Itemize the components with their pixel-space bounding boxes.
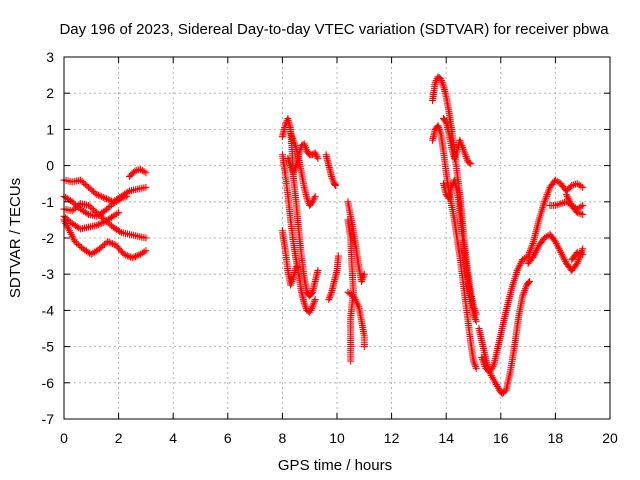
x-tick-label: 12 — [384, 430, 400, 446]
x-tick-label: 10 — [329, 430, 345, 446]
y-axis-label: SDTVAR / TECUs — [7, 178, 24, 298]
y-tick-label: -6 — [42, 375, 55, 391]
x-tick-label: 14 — [438, 430, 454, 446]
x-tick-label: 4 — [169, 430, 177, 446]
y-tick-label: 3 — [46, 49, 54, 65]
y-tick-label: -4 — [42, 302, 55, 318]
y-tick-label: 2 — [46, 85, 54, 101]
data-points — [60, 73, 587, 398]
series-markers — [325, 252, 342, 304]
y-tick-label: -2 — [42, 230, 55, 246]
series-markers — [60, 192, 131, 220]
x-tick-label: 0 — [60, 430, 68, 446]
series-arc-f4 — [562, 191, 587, 213]
chart-title: Day 196 of 2023, Sidereal Day-to-day VTE… — [59, 21, 609, 38]
series-arc-d3 — [439, 176, 480, 325]
x-tick-label: 20 — [602, 430, 618, 446]
series-arc-a6 — [126, 165, 150, 180]
series-markers — [519, 176, 587, 264]
series-arc-b2 — [278, 151, 319, 316]
series-arc-c2 — [344, 216, 357, 365]
x-tick-label: 8 — [279, 430, 287, 446]
series-markers — [322, 151, 340, 190]
x-tick-label: 6 — [224, 430, 232, 446]
series-arc-e1 — [475, 277, 533, 398]
series-arc-a2 — [60, 192, 131, 220]
series-arc-f2 — [524, 230, 587, 275]
y-tick-label: -1 — [42, 194, 55, 210]
series-arc-b3 — [278, 227, 300, 289]
series-arc-f5 — [568, 248, 587, 264]
series-arc-e2 — [478, 256, 527, 376]
y-tick-label: 1 — [46, 121, 54, 137]
grid — [64, 57, 610, 419]
series-arc-d4 — [439, 115, 475, 168]
x-axis-label: GPS time / hours — [278, 457, 392, 474]
series-arc-b5 — [284, 140, 322, 177]
y-tick-label: -3 — [42, 266, 55, 282]
x-tick-label: 2 — [115, 430, 123, 446]
y-tick-label: 0 — [46, 158, 54, 174]
series-arc-c1 — [344, 198, 368, 285]
series-arc-b6 — [322, 151, 340, 190]
series-arc-f1 — [519, 176, 587, 264]
series-markers — [475, 277, 533, 398]
y-tick-label: -7 — [42, 411, 55, 427]
x-tick-label: 16 — [493, 430, 509, 446]
series-arc-b7 — [325, 252, 342, 304]
x-tick-label: 18 — [548, 430, 564, 446]
series-arc-c3 — [344, 288, 368, 351]
y-tick-label: -5 — [42, 339, 55, 355]
